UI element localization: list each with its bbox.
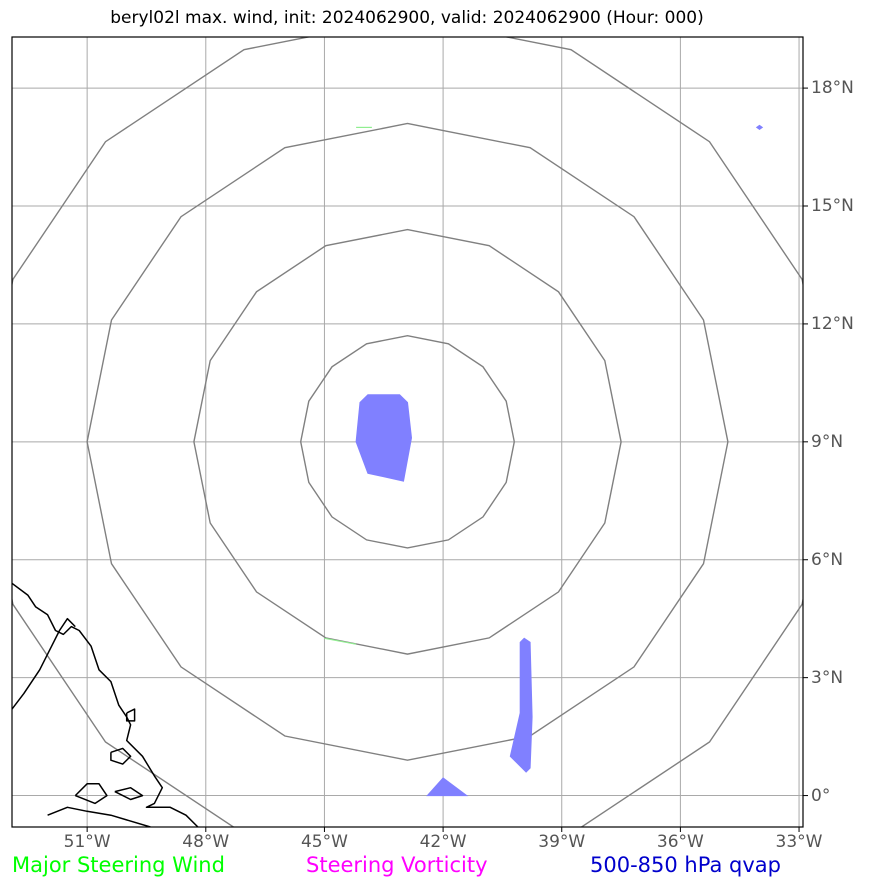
range-ring (86, 122, 729, 761)
lat-tick-label: 12°N (811, 313, 854, 334)
coastline-segment (47, 806, 151, 827)
coastline-segment (114, 786, 144, 801)
lat-tick-label: 9°N (811, 431, 844, 452)
coastline-segment (74, 783, 108, 805)
lat-tick-label: 3°N (811, 667, 844, 688)
qvap-region-ne-dot (755, 124, 764, 131)
lon-tick-label: 48°W (182, 832, 230, 852)
legend-qvap: 500-850 hPa qvap (590, 853, 781, 877)
lon-tick-label: 42°W (419, 832, 467, 852)
qvap-regions (355, 124, 764, 797)
qvap-region-equator-blob (426, 777, 469, 797)
range-ring (193, 228, 622, 655)
range-ring (12, 37, 803, 827)
legend-steering-vorticity: Steering Vorticity (306, 853, 488, 877)
map-frame (11, 36, 804, 828)
legend-steering-wind: Major Steering Wind (12, 853, 225, 877)
lon-tick-label: 33°W (775, 832, 823, 852)
lon-tick-label: 36°W (656, 832, 704, 852)
lon-tick-label: 45°W (300, 832, 348, 852)
range-rings (12, 37, 803, 827)
lon-tick-label: 51°W (63, 832, 111, 852)
steering-wind-traces (324, 126, 372, 645)
lon-tick-label: 39°W (538, 832, 586, 852)
wind-trace-south-green (324, 637, 357, 645)
lat-tick-label: 0° (811, 785, 831, 806)
qvap-region-south-streak (509, 637, 533, 773)
lat-lon-gridlines (12, 37, 803, 827)
lat-tick-label: 15°N (811, 196, 854, 216)
coastline-segment (12, 582, 199, 827)
lat-tick-marks (803, 87, 808, 797)
coastline-segment (125, 708, 136, 722)
coastline-segment (12, 617, 76, 710)
lat-tick-label: 18°N (811, 78, 854, 99)
coastline (12, 582, 199, 827)
range-ring (299, 334, 515, 549)
lat-tick-label: 6°N (811, 549, 844, 570)
chart-title: beryl02l max. wind, init: 2024062900, va… (110, 8, 704, 28)
lon-tick-marks (86, 827, 800, 832)
coastline-segment (110, 747, 132, 765)
qvap-region-center-blob (355, 394, 413, 482)
